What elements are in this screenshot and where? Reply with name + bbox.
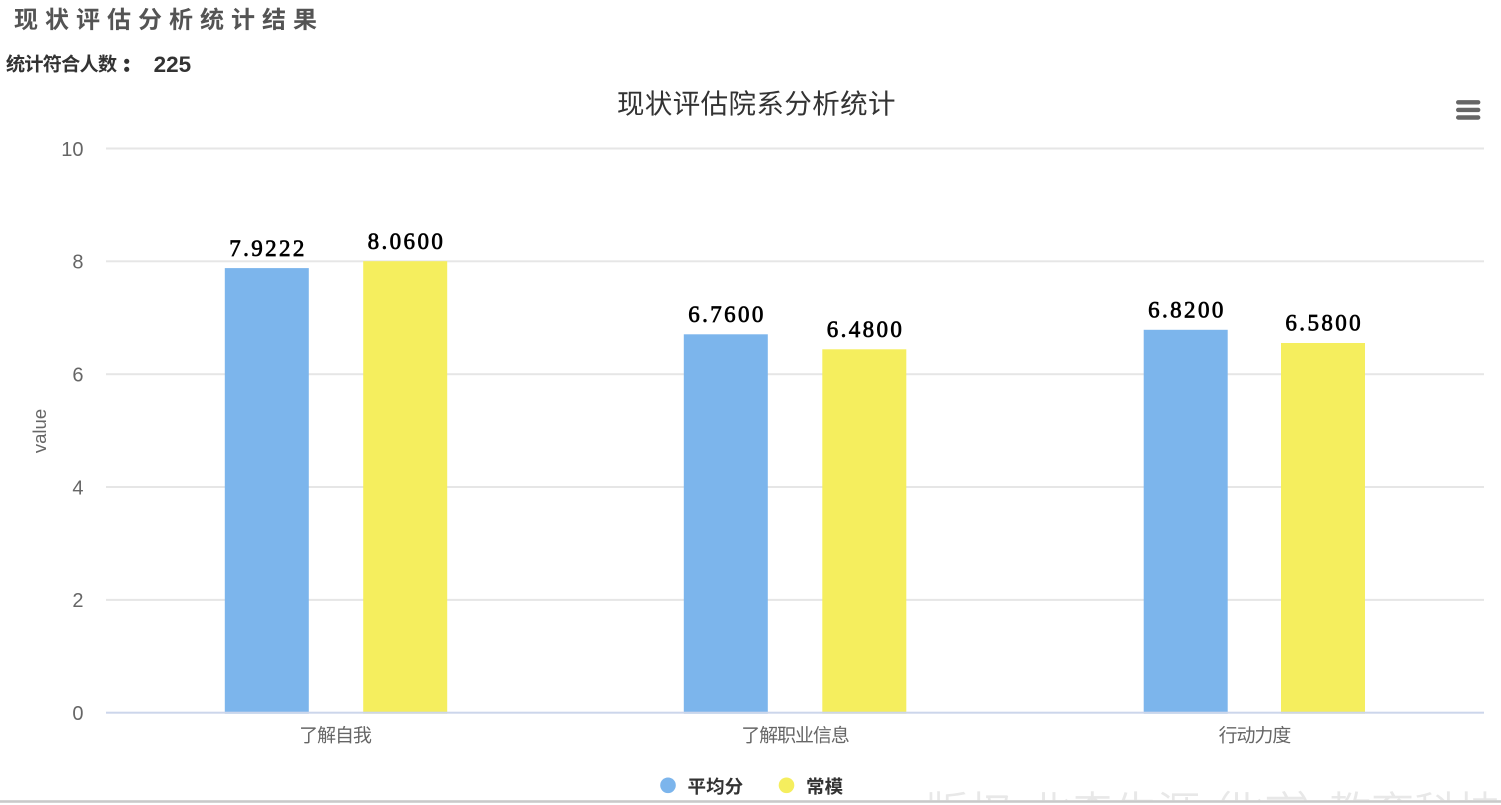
svg-text:8: 8 [72, 252, 83, 274]
svg-text:2: 2 [72, 590, 83, 612]
svg-text:6.5800: 6.5800 [1285, 311, 1363, 336]
svg-text:6.8200: 6.8200 [1148, 298, 1226, 323]
svg-text:10: 10 [61, 139, 83, 161]
svg-text:6: 6 [72, 365, 83, 387]
svg-text:value: value [29, 409, 50, 453]
svg-text:4: 4 [72, 477, 83, 499]
svg-text:0: 0 [72, 703, 83, 725]
svg-text:225: 225 [154, 52, 192, 77]
svg-text:6.4800: 6.4800 [827, 317, 905, 342]
svg-text:7.9222: 7.9222 [229, 236, 307, 261]
svg-text:8.0600: 8.0600 [368, 229, 446, 254]
svg-text:6.7600: 6.7600 [688, 302, 766, 327]
